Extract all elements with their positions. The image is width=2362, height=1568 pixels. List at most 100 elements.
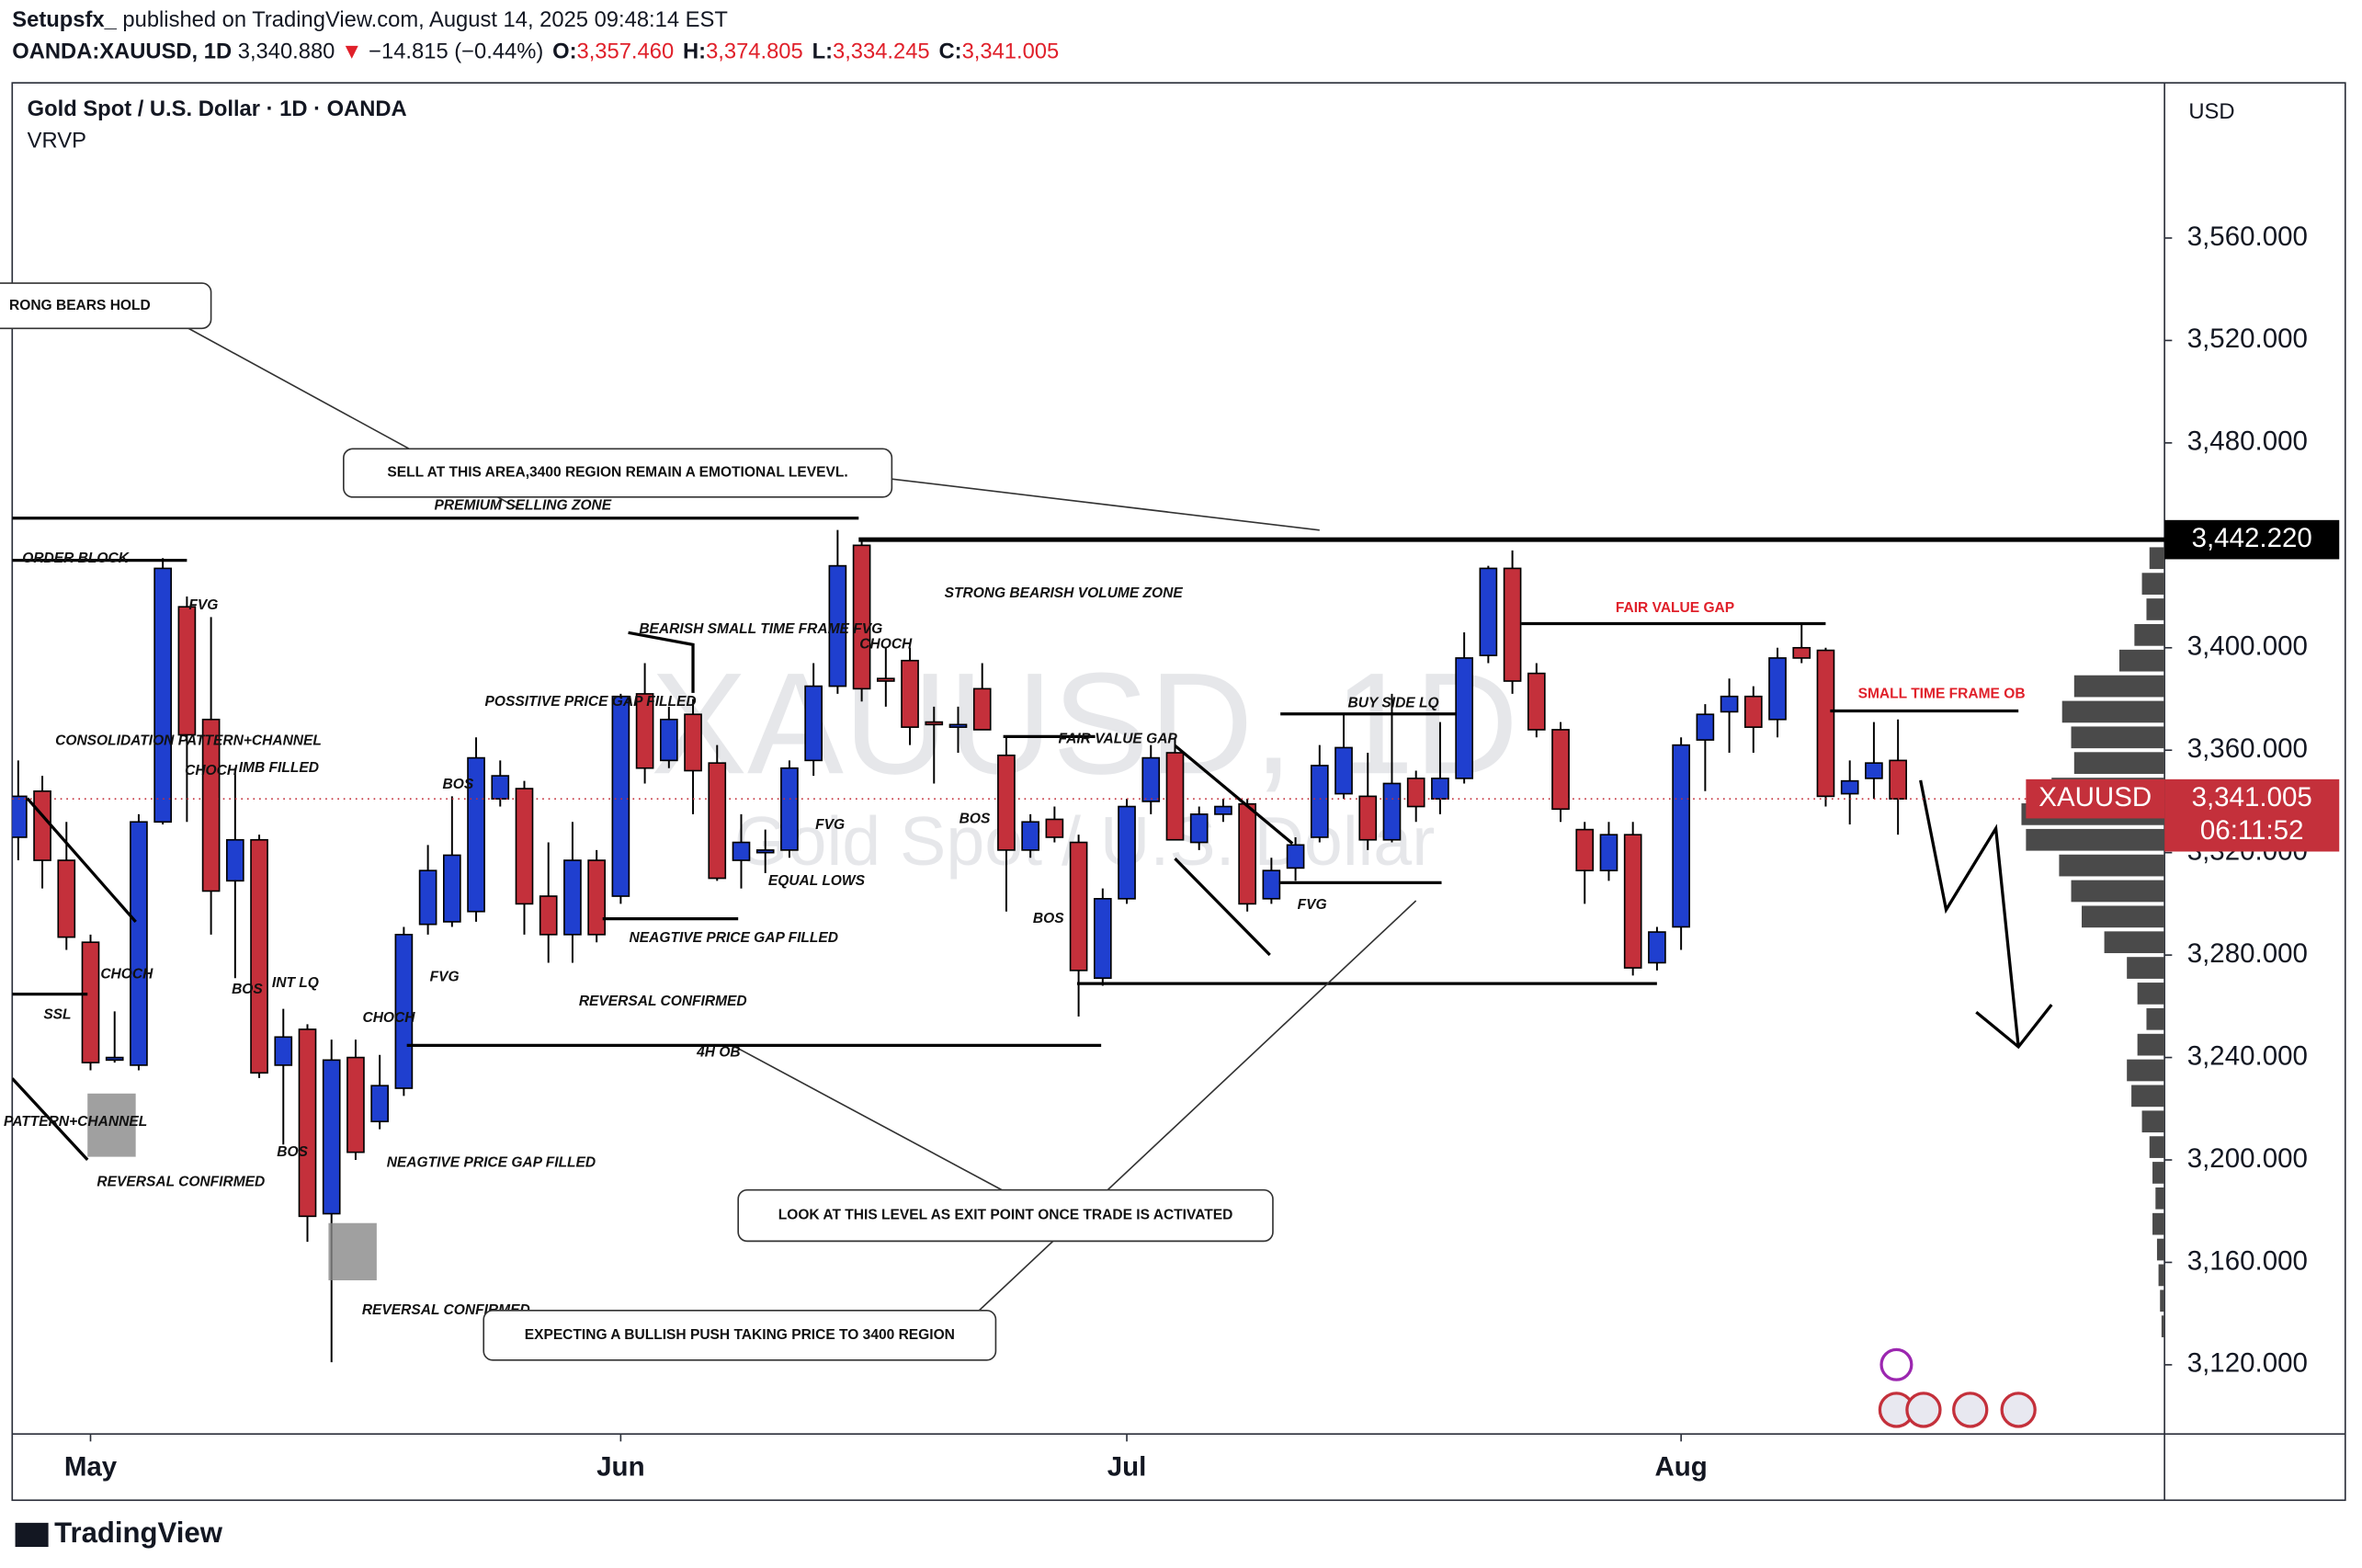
candle-body	[1696, 713, 1715, 741]
projection-arrow	[1919, 779, 2020, 1048]
candle-body	[1889, 759, 1907, 800]
last: 3,340.880	[238, 40, 335, 64]
event-icon[interactable]	[1905, 1392, 1942, 1428]
volume-bar	[2071, 726, 2165, 749]
annotation: CHOCH	[859, 637, 913, 653]
candle-body	[1093, 898, 1112, 980]
candle-body	[442, 854, 461, 923]
annotation: CHOCH	[362, 1010, 415, 1026]
candle-body	[1455, 657, 1473, 779]
candle-body	[1069, 841, 1088, 971]
x-tick-label: May	[64, 1452, 118, 1483]
volume-bar	[2152, 1212, 2165, 1235]
callout-pointer	[734, 1046, 1003, 1191]
volume-box	[87, 1093, 136, 1157]
ohlc-label: C:	[939, 40, 962, 64]
quote-line: OANDA:XAUUSD, 1D 3,340.880 ▼ −14.815 (−0…	[12, 40, 1059, 64]
author: Setupsfx_	[12, 7, 117, 32]
candle-body	[1551, 729, 1570, 811]
event-icon[interactable]	[1952, 1392, 1989, 1428]
symbol: OANDA:XAUUSD, 1D	[12, 40, 232, 64]
price-tag-symbol: XAUUSD	[2038, 782, 2152, 812]
price-tag-countdown: 06:11:52	[2200, 815, 2304, 846]
candle-body	[1334, 746, 1353, 795]
annotation: EQUAL LOWS	[768, 873, 866, 889]
annotation: ORDER BLOCK	[22, 551, 131, 566]
candle-body	[1262, 869, 1281, 900]
channel-line	[1174, 857, 1271, 957]
volume-bar	[2158, 1264, 2165, 1287]
volume-bar	[2156, 1238, 2165, 1261]
event-icon[interactable]	[1879, 1347, 1913, 1381]
price-tag	[2164, 778, 2340, 852]
candle-body	[226, 838, 244, 882]
annotation: NEAGTIVE PRICE GAP FILLED	[387, 1154, 596, 1170]
candle-body	[1406, 778, 1425, 808]
event-icon[interactable]	[2000, 1392, 2037, 1428]
y-tick-label: 3,160.000	[2187, 1245, 2308, 1276]
callout-pointer	[978, 900, 1417, 1312]
annotation: IMB FILLED	[239, 760, 319, 776]
price-tag-label: 3,341.005	[2192, 782, 2312, 812]
volume-bar	[2026, 828, 2165, 851]
candle-body	[467, 756, 485, 913]
candle-body	[1189, 813, 1209, 844]
candle-body	[1672, 744, 1690, 928]
candle-body	[1865, 762, 1883, 779]
annotation: CHOCH	[100, 966, 153, 982]
level-tag-label: 3,442.220	[2192, 523, 2312, 553]
drawings	[12, 327, 2053, 1312]
candle-body	[1503, 567, 1522, 682]
change: −14.815 (−0.44%)	[369, 40, 543, 64]
volume-bar	[2127, 1059, 2165, 1082]
annotation: REVERSAL CONFIRMED	[97, 1175, 265, 1190]
candle-body	[491, 775, 510, 800]
arrow: ▼	[341, 40, 363, 64]
candle-body	[852, 544, 871, 690]
annotation: CHOCH	[185, 763, 238, 778]
callout-box	[0, 282, 212, 330]
channel-line	[12, 1077, 89, 1161]
candle-body	[1479, 567, 1498, 656]
annotation: BOS	[1033, 911, 1064, 926]
candle-body	[1021, 821, 1039, 851]
ohlc-value: 3,334.245	[833, 40, 930, 64]
volume-bar	[2149, 547, 2165, 570]
candle-body	[925, 721, 944, 726]
candle-body	[1648, 931, 1666, 964]
volume-bar	[2127, 957, 2165, 979]
candle-body	[901, 659, 919, 728]
annotation: BOS	[443, 777, 474, 792]
volume-bar	[2131, 1085, 2165, 1108]
volume-bar	[2146, 598, 2165, 620]
annotation: BOS	[277, 1144, 308, 1160]
candle-body	[1165, 752, 1185, 841]
candle-body	[1214, 805, 1232, 815]
volume-bar	[2141, 1110, 2165, 1133]
volume-box	[328, 1222, 377, 1280]
candle-body	[1045, 818, 1064, 838]
y-tick-label: 3,480.000	[2187, 426, 2308, 457]
candle-body	[732, 841, 751, 861]
candle-body	[1527, 672, 1546, 731]
annotation: 4H OB	[696, 1045, 741, 1061]
candle-body	[1768, 657, 1787, 721]
candle-body	[1431, 778, 1449, 800]
annotation: NEAGTIVE PRICE GAP FILLED	[630, 930, 838, 946]
candle-body	[153, 567, 173, 824]
volume-bar	[2073, 752, 2165, 774]
logo-mark	[15, 1522, 49, 1548]
annotation: PREMIUM SELLING ZONE	[435, 498, 612, 514]
candle-body	[1792, 646, 1811, 659]
annotation: POSSITIVE PRICE GAP FILLED	[485, 694, 697, 710]
candle-body	[418, 869, 437, 926]
annotation: FAIR VALUE GAP	[1616, 600, 1734, 616]
callout-box	[483, 1309, 997, 1361]
candle-body	[563, 859, 582, 936]
candle-body	[684, 713, 702, 772]
candle-body	[1286, 844, 1305, 869]
callout-text: RONG BEARS HOLD	[9, 298, 151, 313]
annotation: FAIR VALUE GAP	[1059, 732, 1178, 747]
candle-body	[105, 1056, 124, 1062]
candle-body	[322, 1059, 341, 1215]
